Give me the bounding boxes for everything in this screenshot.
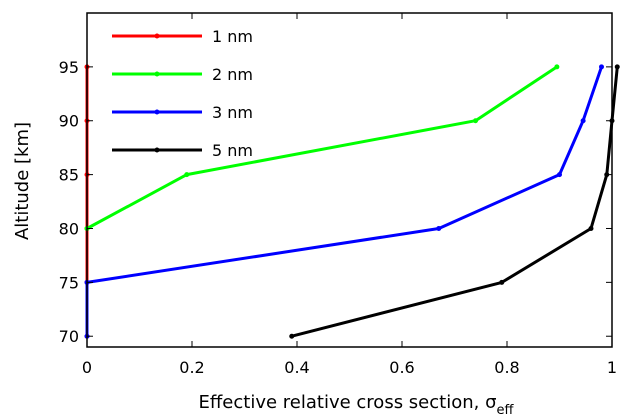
legend-entry-1: 2 nm [212,65,253,84]
series-line-3 [291,66,619,338]
legend: 1 nm 2 nm 3 nm 5 nm [112,27,253,160]
legend-entry-2: 3 nm [212,103,253,122]
y-tick-label-1: 75 [59,273,79,292]
y-axis-label: Altitude [km] [12,122,33,240]
x-tick-label-3: 0.6 [389,358,414,377]
x-axis-label-subscript: eff [496,403,514,418]
legend-marker-2 [154,109,160,115]
legend-marker-3 [154,147,160,153]
series-2-point-5 [599,64,604,70]
x-tick-label-4: 0.8 [494,358,519,377]
series-2-point-3 [557,172,562,178]
legend-marker-1 [154,71,160,77]
series-3-point-1 [499,279,505,285]
x-tick-label-0: 0 [82,358,92,377]
series-3-point-5 [614,64,620,70]
y-tick-label-2: 80 [59,219,79,238]
series-3-point-2 [588,225,594,231]
plot-content [84,64,620,339]
x-tick-label-2: 0.4 [284,358,309,377]
y-tick-label-5: 95 [59,58,79,77]
y-tick-label-3: 85 [59,166,79,185]
legend-entry-3: 5 nm [212,141,253,160]
y-tick-label-0: 70 [59,327,79,346]
y-tick-label-4: 90 [59,112,79,131]
x-tick-label-1: 0.2 [179,358,204,377]
x-tick-label-5: 1 [607,358,617,377]
series-2-point-4 [580,118,586,124]
x-axis-label-main: Effective relative cross section, σ [199,392,497,413]
plot-frame [86,12,613,348]
series-3-point-0 [289,333,295,339]
series-1-point-3 [554,64,560,70]
x-axis-label: Effective relative cross section, σeff [199,392,515,418]
legend-marker-0 [154,33,160,39]
series-line-2 [85,66,603,337]
series-2-point-2 [436,225,442,231]
series-line-1 [86,65,558,230]
series-1-point-1 [184,172,190,178]
series-1-point-2 [473,118,478,124]
legend-entry-0: 1 nm [212,27,253,46]
axis-ticks: 0 0.2 0.4 0.6 0.8 1 70 75 80 85 90 95 [59,13,617,377]
